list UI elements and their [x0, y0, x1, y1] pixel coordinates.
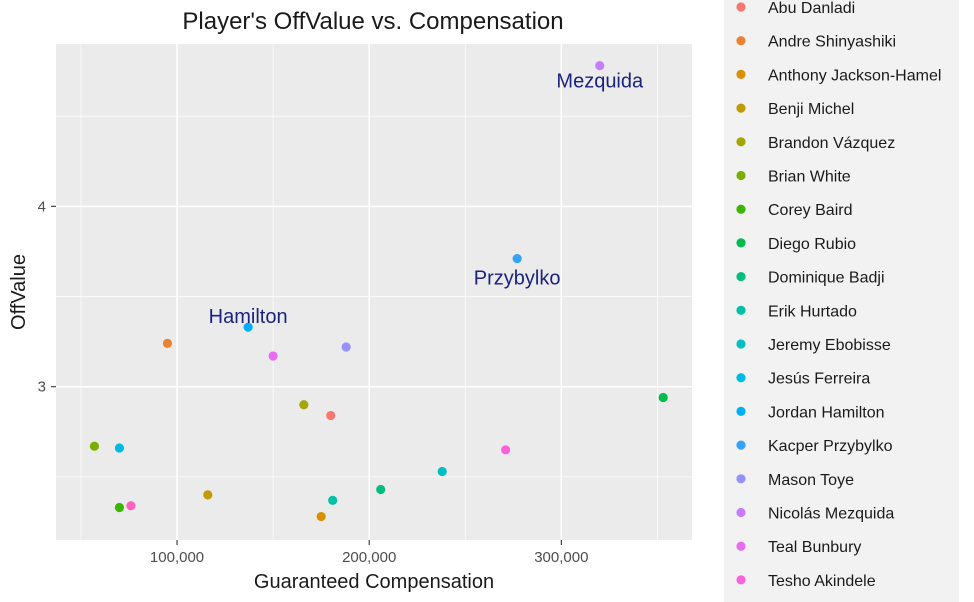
legend-label: Corey Baird: [768, 202, 852, 219]
chart-title: Player's OffValue vs. Compensation: [182, 8, 563, 35]
y-axis-title: OffValue: [8, 254, 30, 330]
legend-key: [736, 339, 746, 349]
legend-label: Abu Danladi: [768, 0, 855, 17]
x-tick-label: 100,000: [150, 549, 204, 566]
data-point: [268, 351, 278, 361]
legend-key: [736, 103, 746, 113]
legend-label: Tesho Akindele: [768, 573, 876, 590]
point-annotation: Hamilton: [209, 306, 288, 328]
legend-label: Kacper Przybylko: [768, 438, 893, 455]
data-points: [89, 61, 668, 522]
data-point: [341, 342, 351, 352]
data-point: [243, 322, 253, 332]
data-point: [512, 254, 522, 264]
legend-label: Nicolás Mezquida: [768, 506, 894, 523]
legend-key: [736, 406, 746, 416]
data-point: [501, 445, 511, 455]
legend-label: Jesús Ferreira: [768, 371, 870, 388]
grid-minor: [56, 44, 692, 540]
data-point: [114, 502, 125, 513]
legend-key: [736, 238, 746, 248]
data-point: [89, 441, 100, 451]
legend-key: [736, 170, 746, 181]
data-point: [328, 495, 338, 505]
annotations: Mezquida Przybylko Hamilton: [209, 71, 644, 329]
legend-label: Erik Hurtado: [768, 303, 857, 320]
x-tick-label: 200,000: [342, 549, 396, 566]
legend-label: Brandon Vázquez: [768, 135, 895, 152]
legend-label: Brian White: [768, 169, 851, 186]
legend-label: Teal Bunbury: [768, 539, 861, 556]
legend-label: Andre Shinyashiki: [768, 34, 896, 51]
legend-key: [736, 575, 746, 585]
legend-key: [736, 69, 746, 79]
point-annotation: Mezquida: [556, 71, 644, 93]
legend-label: Benji Michel: [768, 101, 854, 118]
axis-ticks: [51, 205, 562, 545]
legend-label: Jordan Hamilton: [768, 404, 885, 421]
legend-key: [736, 137, 746, 147]
plot-panel: [56, 44, 692, 540]
tick-labels: 100,000 200,000 300,000 3 4: [38, 198, 589, 566]
legend-label: Jeremy Ebobisse: [768, 337, 891, 354]
legend-key: [736, 2, 746, 12]
legend-key: [736, 507, 746, 518]
data-point: [299, 400, 309, 410]
legend-box: [724, 0, 959, 602]
legend-label: Mason Toye: [768, 472, 854, 489]
legend-key: [736, 272, 746, 282]
y-tick-label: 3: [38, 379, 46, 396]
data-point: [126, 501, 136, 511]
legend-key: [736, 305, 746, 315]
data-point: [114, 443, 125, 453]
data-point: [658, 392, 668, 403]
data-point: [376, 484, 386, 495]
legend: Abu Danladi Andre Shinyashiki Anthony Jack…: [736, 0, 941, 590]
data-point: [595, 61, 605, 71]
legend-label: Diego Rubio: [768, 236, 856, 253]
legend-label: Anthony Jackson-Hamel: [768, 67, 941, 84]
legend-key: [736, 541, 746, 551]
data-point: [162, 338, 173, 349]
x-axis-title: Guaranteed Compensation: [254, 571, 494, 593]
legend-key: [736, 440, 746, 450]
legend-key: [736, 36, 746, 46]
x-tick-label: 300,000: [534, 549, 588, 566]
y-tick-label: 4: [38, 198, 46, 215]
legend-key: [736, 373, 746, 383]
legend-label: Dominique Badji: [768, 270, 885, 287]
legend-key: [736, 204, 746, 214]
data-point: [326, 410, 336, 421]
grid-major: [56, 44, 692, 540]
data-point: [316, 511, 326, 522]
data-point: [203, 490, 213, 500]
legend-key: [736, 474, 746, 484]
point-annotation: Przybylko: [474, 268, 561, 290]
data-point: [437, 466, 447, 477]
